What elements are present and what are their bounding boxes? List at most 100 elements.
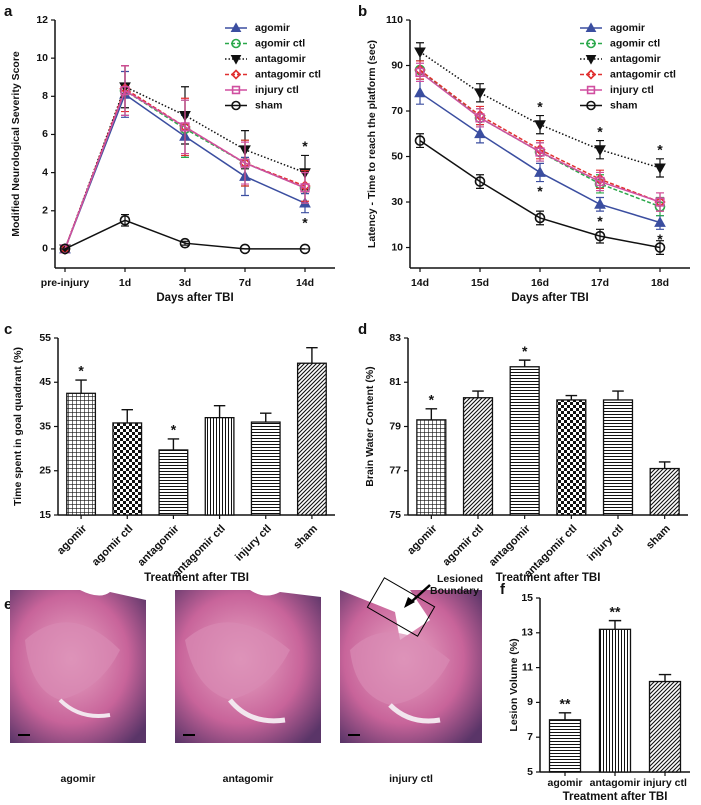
y-tick-label: 5 bbox=[527, 766, 533, 778]
error-bar bbox=[241, 141, 249, 185]
error-bar bbox=[658, 461, 671, 469]
marker bbox=[594, 230, 606, 242]
y-tick-label: 83 bbox=[389, 332, 401, 344]
histology-image bbox=[10, 590, 146, 743]
marker bbox=[414, 135, 426, 146]
marker bbox=[415, 67, 425, 77]
y-tick-label: 13 bbox=[521, 627, 533, 639]
y-axis-label: Latency - Time to reach the platform (se… bbox=[366, 40, 378, 248]
y-tick-label: 50 bbox=[391, 150, 403, 162]
marker bbox=[595, 176, 605, 187]
error-bar bbox=[472, 390, 484, 398]
legend-label: antagomir bbox=[255, 53, 306, 65]
legend-label: agomir bbox=[610, 22, 645, 34]
bar bbox=[556, 399, 587, 516]
marker bbox=[586, 38, 596, 49]
panel-letter: b bbox=[358, 3, 367, 20]
error-bar bbox=[565, 394, 578, 400]
error-bar bbox=[596, 171, 604, 192]
x-tick-label: antagomir bbox=[590, 777, 641, 789]
image-caption: agomir bbox=[60, 773, 95, 785]
bar bbox=[204, 416, 235, 516]
image-caption: antagomir bbox=[223, 773, 274, 785]
y-tick-label: 10 bbox=[391, 241, 403, 253]
y-tick-label: 4 bbox=[42, 166, 48, 178]
y-tick-label: 12 bbox=[36, 14, 48, 26]
panel-letter: f bbox=[500, 581, 506, 598]
legend-label: sham bbox=[255, 99, 282, 111]
x-tick-label: sham bbox=[644, 523, 673, 552]
y-tick-label: 30 bbox=[391, 196, 403, 208]
y-axis-label: Time spent in goal quadrant (%) bbox=[12, 347, 24, 506]
x-tick-label: agomir ctl bbox=[441, 523, 487, 569]
marker bbox=[474, 88, 486, 99]
panel-letter: e bbox=[4, 596, 12, 613]
y-tick-label: 7 bbox=[527, 731, 533, 743]
marker bbox=[654, 163, 666, 175]
bar bbox=[250, 421, 281, 516]
y-axis-label: Lesion Volume (%) bbox=[508, 638, 520, 731]
error-bar bbox=[658, 673, 672, 682]
legend-label: agomir bbox=[255, 22, 290, 34]
error-bar bbox=[213, 405, 226, 418]
marker bbox=[239, 243, 251, 255]
marker bbox=[231, 85, 241, 95]
error-bar bbox=[416, 62, 424, 83]
x-tick-label: antagomir bbox=[487, 522, 534, 569]
bar bbox=[158, 449, 189, 516]
significance-label: ** bbox=[560, 696, 571, 712]
significance-label: * bbox=[522, 343, 528, 359]
marker bbox=[586, 100, 596, 111]
significance-label: * bbox=[78, 363, 84, 379]
x-tick-label: 16d bbox=[531, 277, 549, 289]
y-tick-label: 15 bbox=[39, 509, 51, 521]
marker bbox=[300, 183, 310, 193]
marker bbox=[474, 127, 486, 139]
y-tick-label: 75 bbox=[389, 509, 401, 521]
y-tick-label: 79 bbox=[389, 420, 401, 432]
x-axis-label: Days after TBI bbox=[156, 292, 233, 304]
significance-label: * bbox=[657, 231, 663, 247]
marker bbox=[119, 215, 131, 226]
marker bbox=[585, 54, 597, 65]
image-panel: e Lesioned Boundary agomir antagomir inj… bbox=[4, 573, 483, 785]
y-tick-label: 8 bbox=[42, 90, 48, 102]
x-tick-label: injury ctl bbox=[643, 777, 687, 789]
x-tick-label: pre-injury bbox=[41, 277, 90, 289]
marker bbox=[474, 176, 486, 187]
x-tick-label: antagomir bbox=[135, 522, 182, 569]
error-bar bbox=[656, 192, 664, 212]
error-bar bbox=[425, 408, 438, 420]
marker bbox=[230, 69, 242, 80]
marker bbox=[535, 147, 545, 157]
error-bar bbox=[75, 379, 87, 394]
significance-label: * bbox=[537, 183, 543, 199]
legend-label: antagomir ctl bbox=[610, 68, 676, 80]
y-tick-label: 9 bbox=[527, 696, 533, 708]
marker bbox=[231, 38, 241, 49]
significance-label: * bbox=[597, 213, 603, 229]
y-tick-label: 70 bbox=[391, 105, 403, 117]
x-tick-label: 15d bbox=[471, 277, 489, 289]
marker bbox=[594, 145, 606, 156]
marker bbox=[475, 113, 485, 123]
legend-label: sham bbox=[610, 99, 637, 111]
bar bbox=[66, 392, 97, 516]
panel-letter: a bbox=[4, 3, 13, 20]
y-tick-label: 0 bbox=[42, 243, 48, 255]
bar bbox=[296, 362, 327, 516]
y-tick-label: 25 bbox=[39, 465, 51, 477]
legend-label: antagomir bbox=[610, 53, 661, 65]
x-tick-label: injury ctl bbox=[585, 523, 626, 564]
significance-label: * bbox=[597, 123, 603, 139]
annotation: Boundary bbox=[430, 585, 479, 597]
x-tick-label: agomir ctl bbox=[90, 523, 136, 569]
marker bbox=[414, 86, 426, 98]
panel-letter: d bbox=[358, 321, 367, 338]
x-tick-label: 1d bbox=[119, 277, 131, 289]
x-axis-label: Days after TBI bbox=[511, 292, 588, 304]
y-tick-label: 45 bbox=[39, 376, 51, 388]
significance-label: * bbox=[302, 138, 308, 154]
y-tick-label: 35 bbox=[39, 420, 51, 432]
